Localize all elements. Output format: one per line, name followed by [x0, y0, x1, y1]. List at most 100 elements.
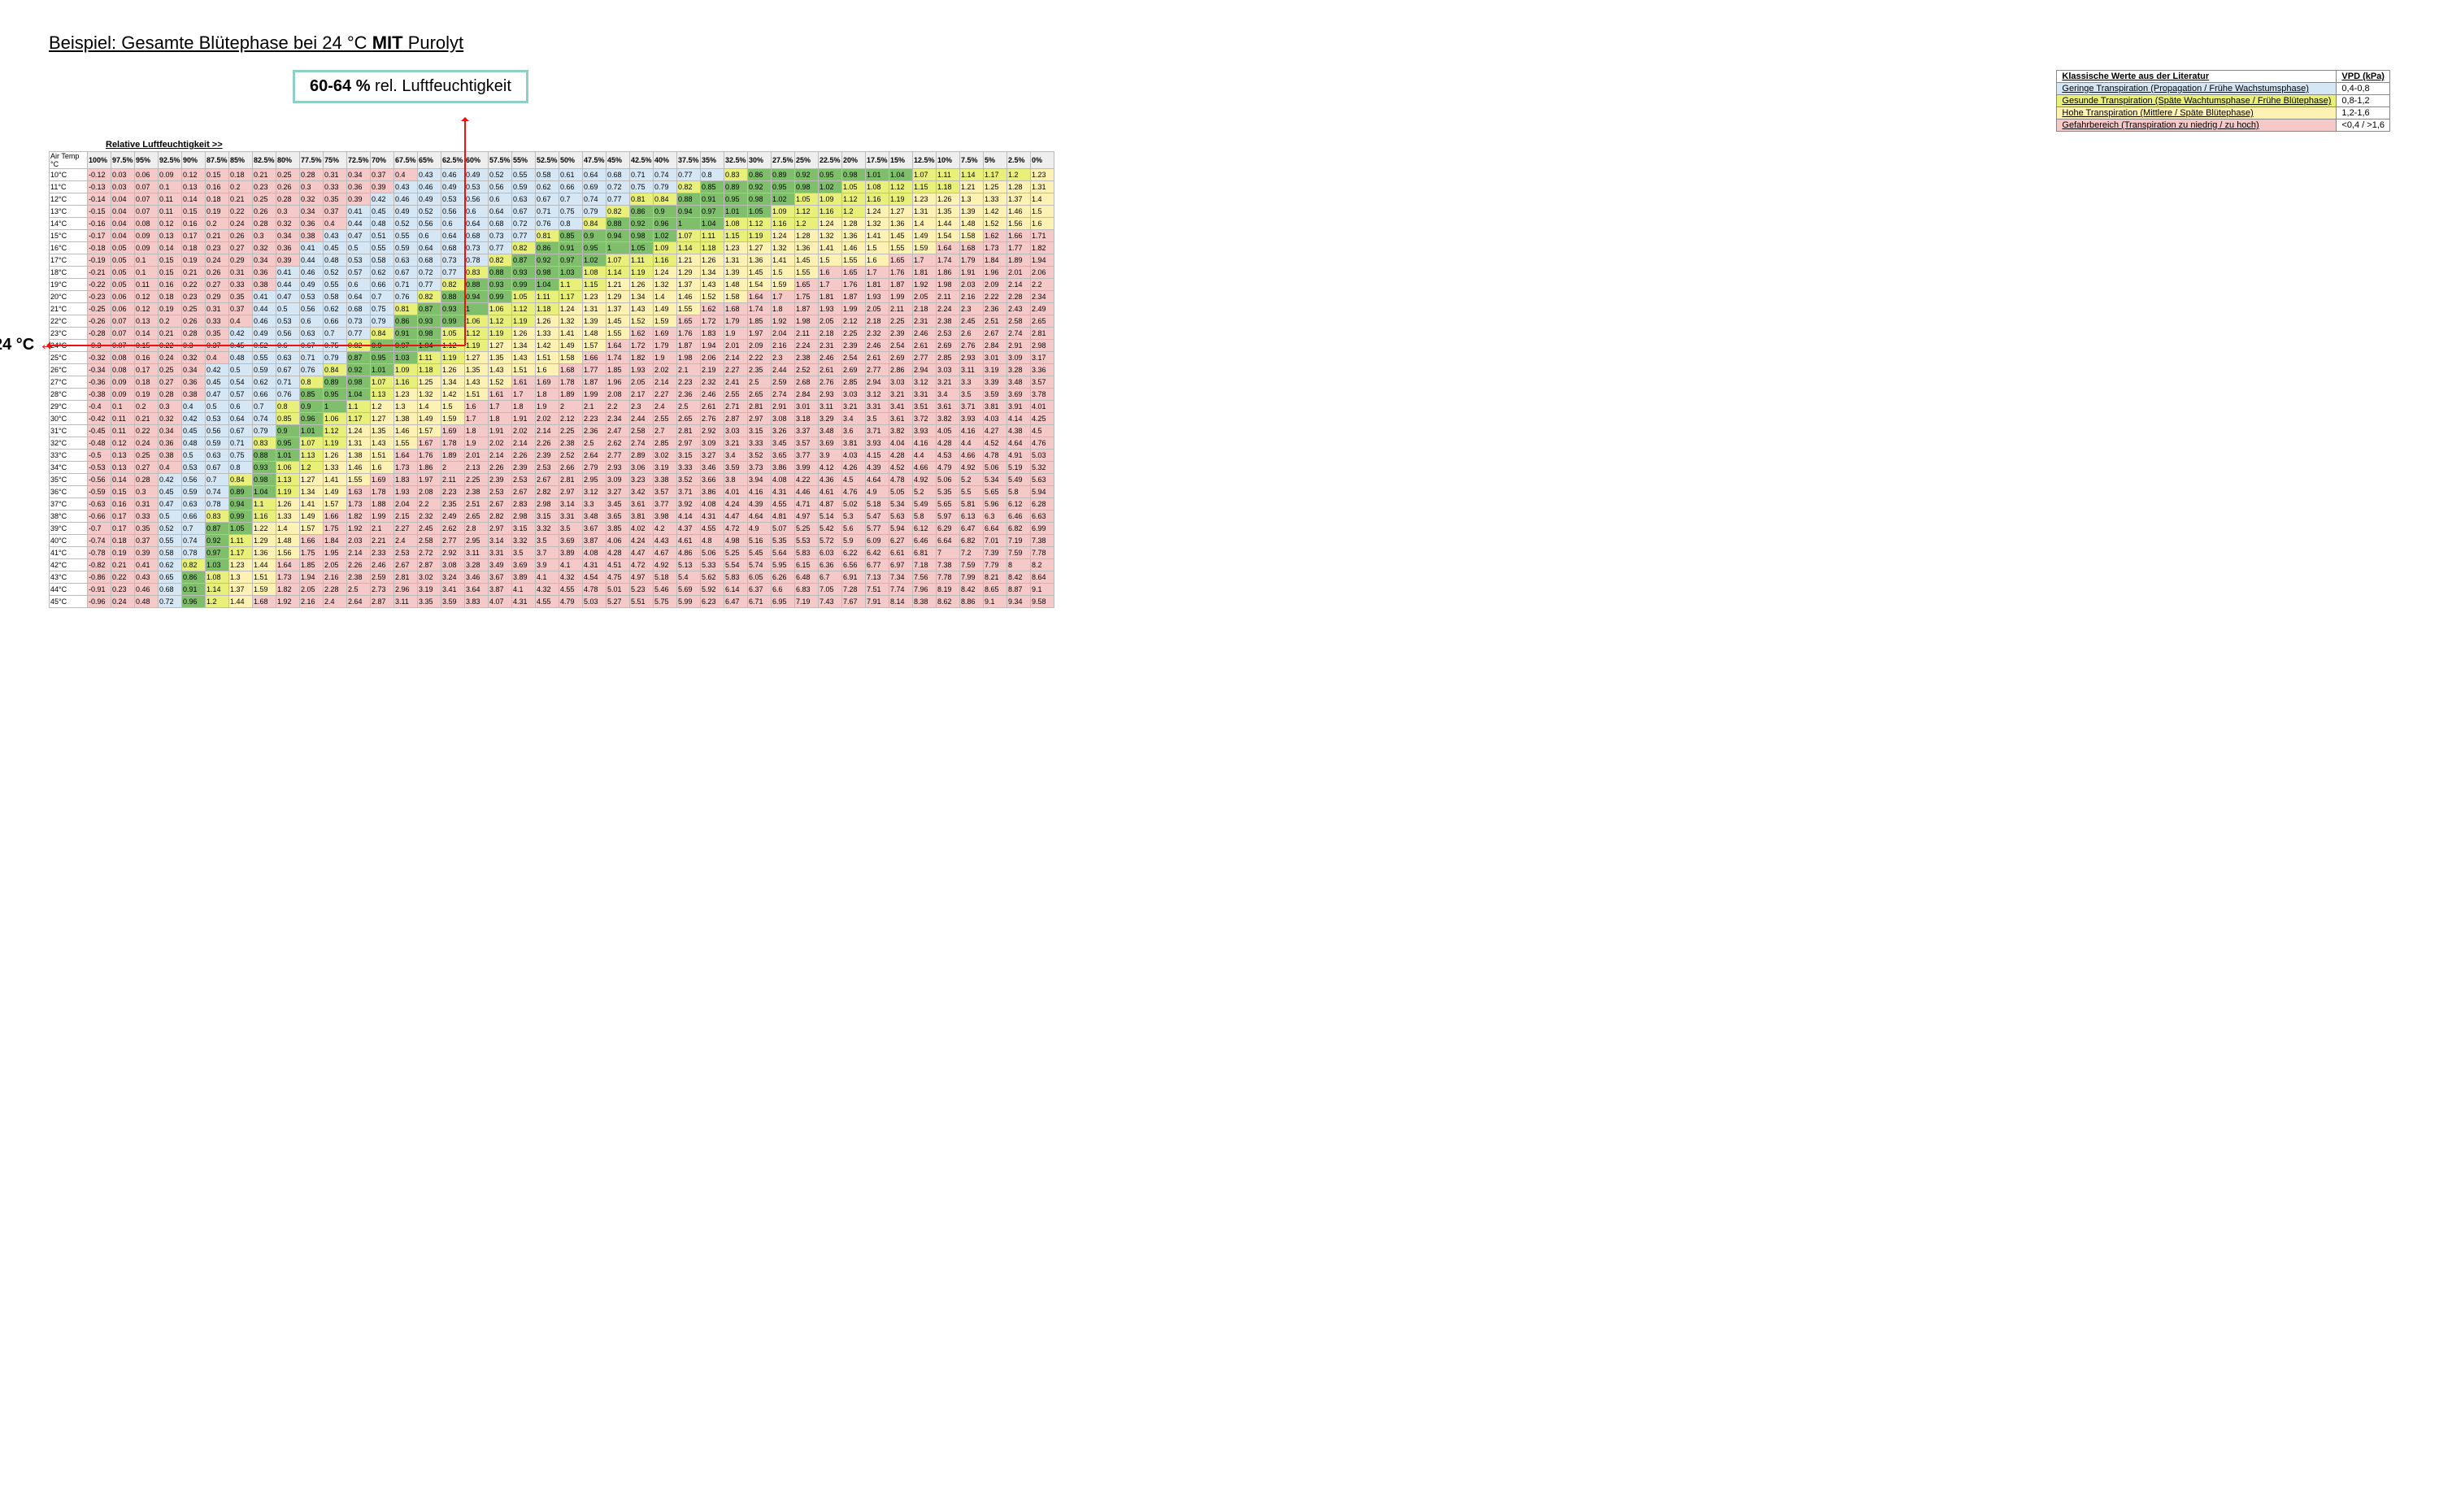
vpd-cell: 5.02	[842, 498, 866, 511]
temp-row-header: 38°C	[50, 511, 88, 523]
vpd-cell: 0.52	[418, 206, 441, 218]
vpd-cell: 1.26	[937, 193, 960, 206]
vpd-cell: 2.35	[441, 498, 465, 511]
vpd-cell: 0.31	[206, 303, 229, 315]
vpd-cell: -0.25	[88, 303, 111, 315]
vpd-cell: 1.14	[677, 242, 701, 254]
vpd-cell: 1.98	[677, 352, 701, 364]
vpd-cell: 4.54	[583, 571, 606, 584]
vpd-cell: 0.95	[371, 352, 394, 364]
vpd-cell: 1.24	[772, 230, 795, 242]
vpd-cell: 5.06	[984, 462, 1007, 474]
vpd-cell: 0.86	[748, 169, 772, 181]
vpd-cell: 3.31	[866, 401, 889, 413]
vpd-cell: 1.3	[229, 571, 253, 584]
vpd-cell: 0.78	[465, 254, 489, 267]
vpd-cell: 1.15	[724, 230, 748, 242]
vpd-cell: 7.74	[889, 584, 913, 596]
vpd-cell: 4.91	[1007, 450, 1031, 462]
vpd-cell: 2.66	[559, 462, 583, 474]
vpd-cell: 0.2	[159, 315, 182, 328]
vpd-cell: 4.02	[630, 523, 654, 535]
vpd-cell: 1.16	[819, 206, 842, 218]
vpd-cell: 1.9	[465, 437, 489, 450]
vpd-cell: 0.2	[206, 218, 229, 230]
vpd-cell: 2.81	[748, 401, 772, 413]
vpd-cell: 0.77	[677, 169, 701, 181]
vpd-cell: 0.22	[182, 279, 206, 291]
vpd-cell: 1.97	[748, 328, 772, 340]
vpd-cell: 7.78	[937, 571, 960, 584]
vpd-cell: 3.14	[559, 498, 583, 511]
vpd-cell: 1.19	[512, 315, 536, 328]
vpd-cell: 2.16	[960, 291, 984, 303]
vpd-cell: 0.55	[371, 242, 394, 254]
vpd-cell: 2.77	[913, 352, 937, 364]
vpd-cell: 2.81	[394, 571, 418, 584]
vpd-cell: 6.47	[724, 596, 748, 608]
vpd-cell: 1.58	[724, 291, 748, 303]
vpd-cell: 0.15	[182, 206, 206, 218]
vpd-cell: 1.77	[1007, 242, 1031, 254]
vpd-cell: 4.55	[559, 584, 583, 596]
legend-head-left: Klassische Werte aus der Literatur	[2057, 71, 2337, 83]
vpd-cell: 0.15	[206, 169, 229, 181]
vpd-cell: 0.49	[300, 279, 324, 291]
rh-col-header: 47.5%	[583, 152, 606, 169]
vpd-cell: 1.26	[536, 315, 559, 328]
vpd-cell: 1.62	[701, 303, 724, 315]
vpd-cell: 3.5	[559, 523, 583, 535]
vpd-cell: 2.62	[606, 437, 630, 450]
vpd-cell: 3.5	[866, 413, 889, 425]
vpd-cell: 1.55	[347, 474, 371, 486]
vpd-cell: 1.08	[724, 218, 748, 230]
vpd-cell: 1.62	[630, 328, 654, 340]
vpd-cell: -0.19	[88, 254, 111, 267]
vpd-cell: 0.3	[276, 206, 300, 218]
vpd-cell: 2.04	[772, 328, 795, 340]
vpd-cell: 0.3	[135, 486, 159, 498]
vpd-cell: 1	[465, 303, 489, 315]
vpd-cell: 2.16	[772, 340, 795, 352]
vpd-cell: 1.73	[394, 462, 418, 474]
vpd-cell: 3.64	[465, 584, 489, 596]
vpd-cell: 1.07	[606, 254, 630, 267]
vpd-cell: 1.26	[324, 450, 347, 462]
vpd-cell: 0.79	[324, 352, 347, 364]
vpd-cell: 3.33	[677, 462, 701, 474]
vpd-cell: 2.23	[441, 486, 465, 498]
vpd-cell: 1.39	[583, 315, 606, 328]
vpd-cell: 0.25	[182, 303, 206, 315]
vpd-cell: 2.53	[536, 462, 559, 474]
vpd-cell: -0.66	[88, 511, 111, 523]
vpd-cell: 1.01	[866, 169, 889, 181]
rh-col-header: 42.5%	[630, 152, 654, 169]
vpd-cell: 3.69	[559, 535, 583, 547]
vpd-cell: 7.19	[795, 596, 819, 608]
vpd-cell: 0.09	[111, 389, 135, 401]
vpd-cell: 3.5	[536, 535, 559, 547]
vpd-cell: 3.71	[960, 401, 984, 413]
vpd-cell: 1.58	[559, 352, 583, 364]
vpd-cell: 1.7	[489, 401, 512, 413]
vpd-cell: 1.27	[889, 206, 913, 218]
vpd-cell: 3.67	[583, 523, 606, 535]
vpd-cell: 0.6	[465, 206, 489, 218]
vpd-cell: 3.81	[842, 437, 866, 450]
vpd-cell: 1.3	[960, 193, 984, 206]
vpd-cell: 5.03	[1031, 450, 1054, 462]
vpd-cell: 1.2	[1007, 169, 1031, 181]
vpd-cell: 3.35	[418, 596, 441, 608]
vpd-cell: 0.92	[630, 218, 654, 230]
vpd-cell: 1.89	[1007, 254, 1031, 267]
vpd-cell: 2.22	[984, 291, 1007, 303]
vpd-cell: 7.67	[842, 596, 866, 608]
vpd-cell: 1.64	[937, 242, 960, 254]
vpd-cell: 0.25	[276, 169, 300, 181]
vpd-cell: 5.97	[937, 511, 960, 523]
vpd-cell: 0.7	[371, 291, 394, 303]
vpd-cell: 0.05	[111, 254, 135, 267]
vpd-cell: 3.21	[724, 437, 748, 450]
vpd-cell: 3.09	[701, 437, 724, 450]
vpd-cell: 2.05	[913, 291, 937, 303]
